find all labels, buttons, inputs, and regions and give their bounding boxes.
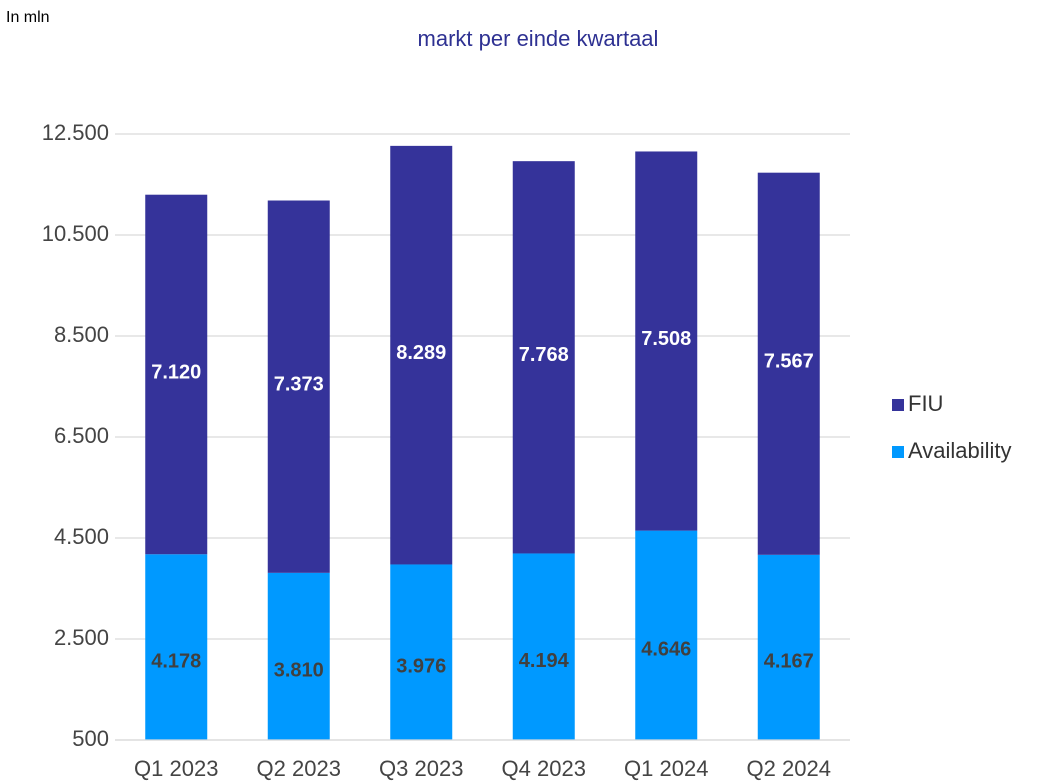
y-tick-label: 12.500 [42, 120, 109, 145]
bar-segment [267, 572, 330, 740]
bar-segment [390, 564, 453, 740]
bar-segment [635, 151, 698, 531]
y-tick-label: 4.500 [54, 524, 109, 549]
data-label: 8.289 [396, 342, 446, 364]
data-label: 3.810 [274, 660, 324, 682]
bar-segment [267, 200, 330, 573]
x-tick-label: Q1 2024 [624, 756, 708, 781]
data-label: 4.646 [641, 639, 691, 661]
data-label: 7.373 [274, 373, 324, 395]
chart-title: markt per einde kwartaal [418, 26, 659, 51]
bar-segment [145, 554, 208, 740]
data-label: 7.768 [519, 344, 569, 366]
data-label: 3.976 [396, 656, 446, 678]
legend-label: FIU [908, 391, 943, 416]
data-label: 4.167 [764, 651, 814, 673]
bar-segment [635, 530, 698, 740]
data-label: 4.194 [519, 650, 570, 672]
bar-segment [390, 145, 453, 565]
data-label: 7.508 [641, 328, 691, 350]
x-tick-label: Q2 2024 [747, 756, 831, 781]
data-label: 4.178 [151, 650, 201, 672]
bar-segment [512, 161, 575, 554]
y-tick-label: 8.500 [54, 322, 109, 347]
legend-swatch [892, 399, 904, 411]
bar-segment [757, 554, 820, 740]
bar-segment [145, 194, 208, 555]
x-tick-label: Q2 2023 [257, 756, 341, 781]
bar-segment [757, 172, 820, 555]
x-tick-label: Q1 2023 [134, 756, 218, 781]
legend-swatch [892, 446, 904, 458]
bar-segment [512, 553, 575, 740]
x-tick-label: Q4 2023 [502, 756, 586, 781]
y-tick-label: 10.500 [42, 221, 109, 246]
legend-label: Availability [908, 438, 1012, 463]
data-label: 7.567 [764, 351, 814, 373]
x-tick-label: Q3 2023 [379, 756, 463, 781]
y-tick-label: 6.500 [54, 423, 109, 448]
data-label: 7.120 [151, 361, 201, 383]
unit-label: In mln [6, 9, 50, 26]
y-tick-label: 2.500 [54, 625, 109, 650]
y-tick-label: 500 [72, 726, 109, 751]
